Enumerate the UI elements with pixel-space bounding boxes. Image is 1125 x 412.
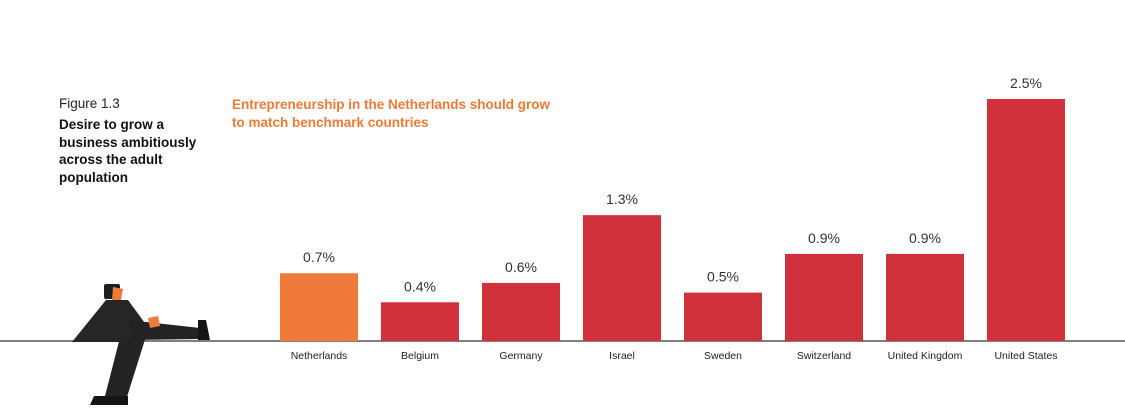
bar-belgium: [381, 302, 459, 341]
category-label-belgium: Belgium: [401, 350, 439, 362]
category-label-switzerland: Switzerland: [797, 350, 851, 362]
bar-netherlands: [280, 273, 358, 341]
chart-headline: Entrepreneurship in the Netherlands shou…: [232, 97, 551, 130]
category-label-united-states: United States: [994, 350, 1057, 362]
bar-sweden: [684, 292, 762, 341]
figure-number: Figure 1.3: [59, 96, 120, 111]
bar-united-kingdom: [886, 253, 964, 341]
value-label-switzerland: 0.9%: [808, 230, 840, 246]
value-label-belgium: 0.4%: [404, 278, 436, 294]
businessman-kicking-icon: [72, 284, 210, 405]
bar-switzerland: [785, 253, 863, 341]
value-label-netherlands: 0.7%: [303, 249, 335, 265]
value-label-israel: 1.3%: [606, 191, 638, 207]
bar-israel: [583, 215, 661, 341]
category-label-sweden: Sweden: [704, 350, 742, 362]
category-label-netherlands: Netherlands: [291, 350, 348, 362]
value-label-united-states: 2.5%: [1010, 75, 1042, 91]
value-label-sweden: 0.5%: [707, 269, 739, 285]
bar-united-states: [987, 99, 1065, 341]
figure-title: Desire to grow a business ambitiously ac…: [59, 117, 197, 185]
value-label-united-kingdom: 0.9%: [909, 230, 941, 246]
value-label-germany: 0.6%: [505, 259, 537, 275]
category-label-united-kingdom: United Kingdom: [888, 350, 963, 362]
bar-germany: [482, 282, 560, 341]
category-label-germany: Germany: [499, 350, 543, 362]
category-label-israel: Israel: [609, 350, 635, 362]
